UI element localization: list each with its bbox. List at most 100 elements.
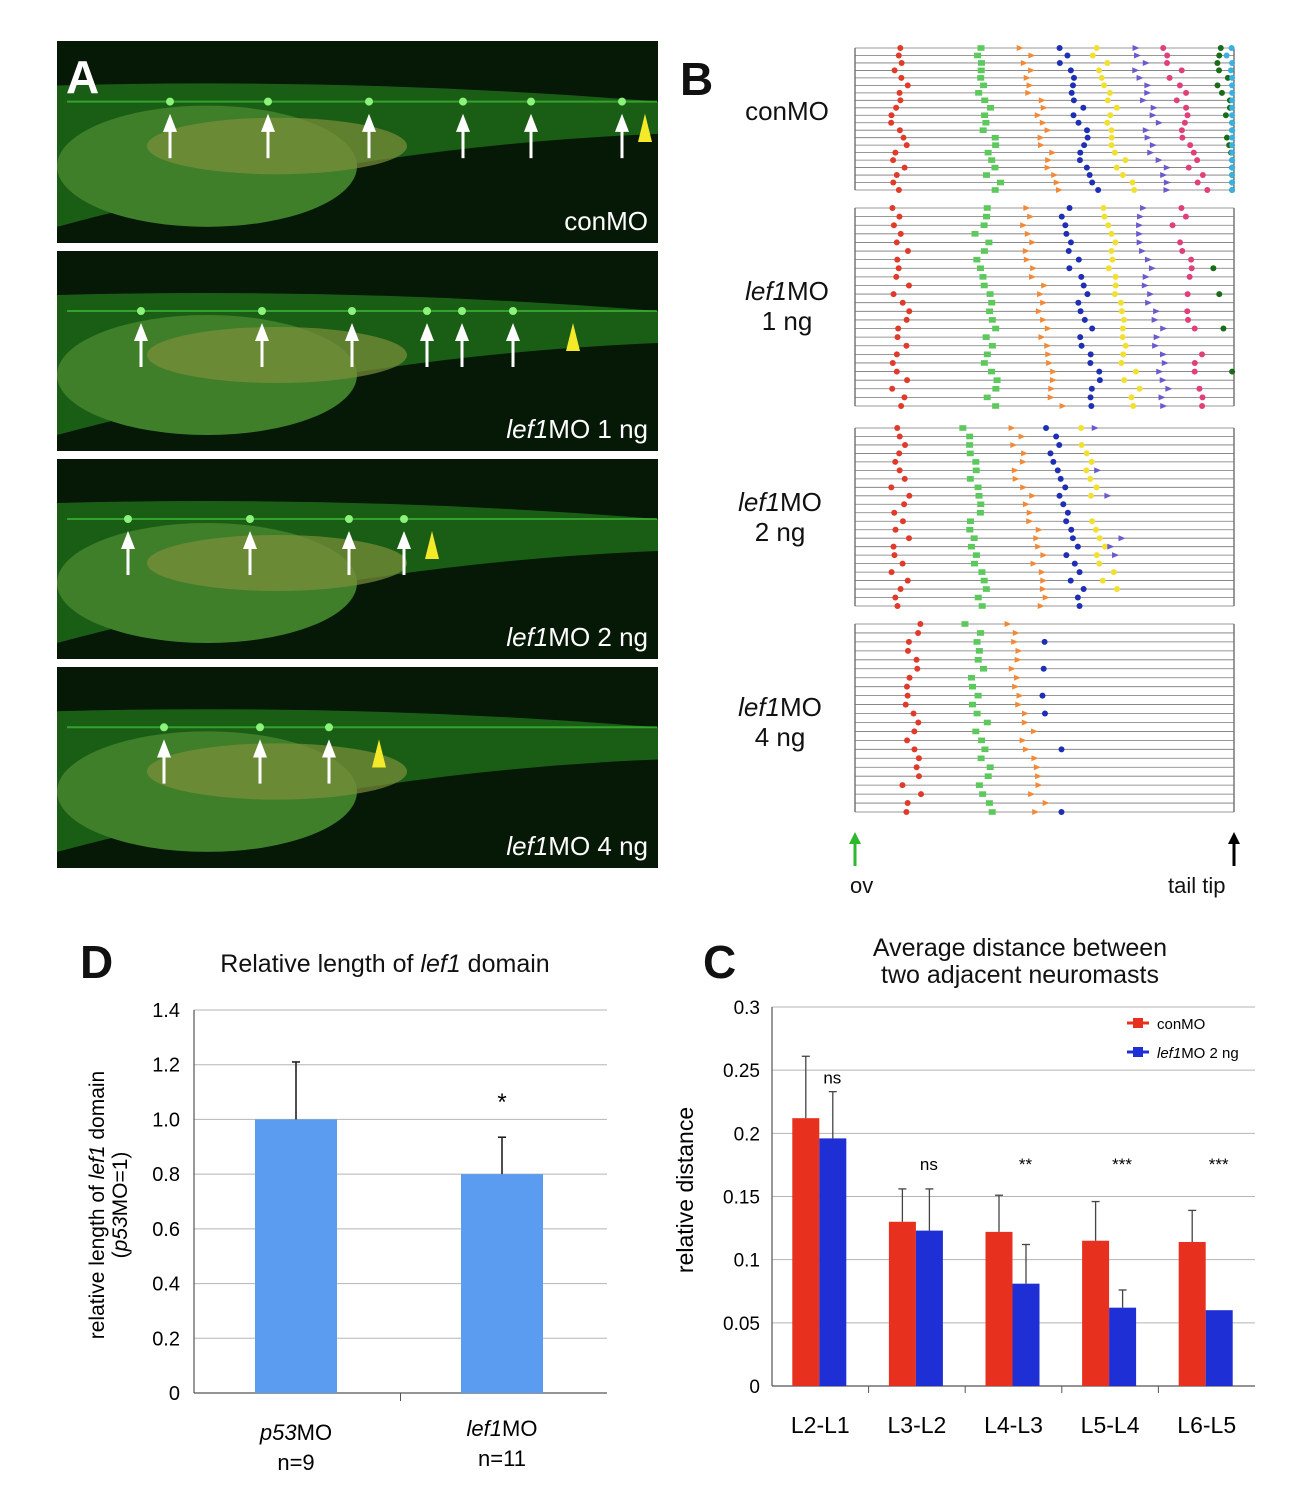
image-label-conmo: conMO — [564, 206, 648, 236]
neuromast-marker — [895, 52, 902, 59]
neuromast-marker — [1038, 97, 1046, 104]
neuromast-marker — [1046, 359, 1054, 366]
neuromast-marker — [1106, 89, 1113, 96]
neuromast-marker — [892, 149, 899, 156]
neuromast-marker — [1023, 256, 1031, 263]
neuromast-marker — [977, 501, 985, 508]
tail-tip-label: tail tip — [1168, 873, 1226, 898]
ov-arrow-head — [849, 832, 861, 844]
neuromast-marker — [1188, 256, 1195, 263]
neuromast-marker — [901, 164, 908, 171]
neuromast-marker — [1147, 149, 1155, 156]
y-tick-label: 0.4 — [152, 1274, 180, 1296]
neuromast-marker — [1039, 119, 1047, 126]
neuromast-marker — [971, 231, 979, 237]
neuromast-marker — [1075, 299, 1082, 306]
neuromast-marker — [977, 45, 985, 51]
neuromast-marker — [967, 674, 975, 681]
neuromast-marker — [1080, 586, 1087, 593]
neuromast-marker — [967, 543, 975, 550]
neuromast-marker — [1179, 134, 1186, 141]
neuromast-marker — [1040, 577, 1048, 584]
neuromast-marker — [1229, 142, 1236, 149]
neuromast-marker — [1081, 142, 1088, 149]
neuromast-marker — [888, 484, 895, 491]
significance-star: * — [497, 1089, 506, 1116]
neuromast-marker — [1035, 526, 1043, 533]
bar — [985, 1231, 1013, 1386]
neuromast-marker — [1044, 325, 1052, 332]
neuromast-dot — [509, 307, 517, 315]
neuromast-marker — [904, 577, 911, 584]
neuromast-marker — [1042, 594, 1050, 601]
neuromast-marker — [1169, 222, 1176, 229]
neuromast-marker — [1111, 149, 1118, 156]
neuromast-marker — [1159, 351, 1167, 358]
y-tick-label: 0.25 — [723, 1061, 760, 1082]
neuromast-marker — [986, 308, 994, 315]
neuromast-marker — [1108, 142, 1115, 149]
neuromast-marker — [1055, 187, 1063, 193]
neuromast-marker — [1058, 809, 1065, 815]
significance-label: ns — [920, 1155, 938, 1174]
neuromast-marker — [1088, 458, 1095, 465]
neuromast-marker — [1087, 492, 1094, 499]
neuromast-marker — [1048, 385, 1056, 392]
neuromast-marker — [1160, 403, 1168, 409]
neuromast-marker — [1033, 535, 1041, 542]
neuromast-dot — [348, 307, 356, 315]
chart-d-title: Relative length of lef1 domain — [220, 950, 550, 978]
neuromast-marker — [1044, 164, 1052, 171]
neuromast-marker — [1191, 359, 1198, 366]
neuromast-arrow-head — [134, 323, 148, 341]
y-tick-label: 1.4 — [152, 1000, 180, 1022]
neuromast-marker — [1191, 368, 1198, 375]
neuromast-marker — [891, 67, 898, 74]
neuromast-marker — [1178, 205, 1185, 211]
neuromast-marker — [1196, 385, 1203, 392]
y-tick-label: 1.2 — [152, 1055, 180, 1077]
neuromast-marker — [984, 149, 992, 156]
neuromast-marker — [1184, 291, 1191, 298]
neuromast-marker — [1083, 450, 1090, 457]
neuromast-marker — [996, 179, 1004, 186]
neuromast-marker — [1066, 265, 1073, 272]
neuromast-marker — [1188, 265, 1195, 272]
neuromast-marker — [1024, 230, 1032, 237]
neuromast-marker — [1063, 518, 1070, 525]
neuromast-position-diagram — [854, 45, 1236, 815]
significance-label: *** — [1209, 1155, 1229, 1174]
neuromast-marker — [902, 701, 909, 708]
neuromast-arrow-head — [342, 531, 356, 549]
neuromast-arrow-head — [524, 113, 538, 132]
neuromast-marker — [1229, 119, 1236, 126]
neuromast-marker — [896, 89, 903, 96]
neuromast-dot — [345, 515, 353, 523]
neuromast-marker — [988, 299, 996, 306]
neuromast-marker — [914, 665, 921, 672]
neuromast-marker — [992, 403, 1000, 409]
neuromast-arrow-head — [506, 323, 520, 341]
neuromast-marker — [1035, 782, 1043, 789]
primordium-arrowhead — [566, 323, 580, 351]
neuromast-marker — [1159, 377, 1167, 384]
yolk-extension — [147, 743, 407, 800]
neuromast-marker — [1025, 89, 1033, 96]
neuromast-marker — [973, 639, 981, 645]
neuromast-marker — [983, 205, 991, 211]
neuromast-marker — [1008, 665, 1016, 672]
neuromast-marker — [975, 493, 983, 499]
neuromast-marker — [1120, 316, 1127, 323]
neuromast-marker — [1038, 334, 1046, 341]
neuromast-marker — [1216, 291, 1223, 298]
neuromast-marker — [1063, 230, 1070, 237]
neuromast-marker — [1181, 119, 1188, 126]
neuromast-marker — [906, 308, 913, 315]
neuromast-marker — [1089, 325, 1096, 332]
neuromast-marker — [1016, 692, 1024, 699]
neuromast-marker — [1022, 248, 1030, 255]
neuromast-marker — [893, 172, 900, 179]
neuromast-marker — [973, 256, 981, 263]
neuromast-marker — [988, 809, 996, 815]
neuromast-dot — [258, 307, 266, 315]
